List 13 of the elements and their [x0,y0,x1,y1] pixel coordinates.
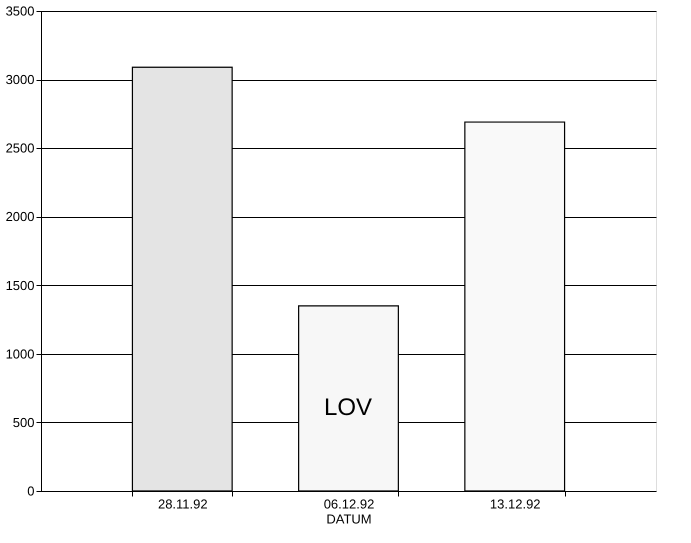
y-tick-label: 2000 [6,209,34,224]
x-axis-title: DATUM [326,512,372,526]
y-tick-label: 1000 [6,346,34,362]
y-tick-label: 3500 [6,4,34,18]
y-tick-label: 1500 [6,278,34,293]
y-tick-label: 0 [27,484,34,498]
x-tick-label: 28.11.92 [158,496,208,512]
y-tick-label: 500 [12,414,34,430]
y-tick-label: 2500 [6,140,34,156]
x-tick-label: 13.12.92 [490,496,541,512]
x-tick-label: 06.12.92 [324,496,374,512]
annotation: LOV [324,394,372,421]
y-tick-label: 3000 [6,72,34,88]
